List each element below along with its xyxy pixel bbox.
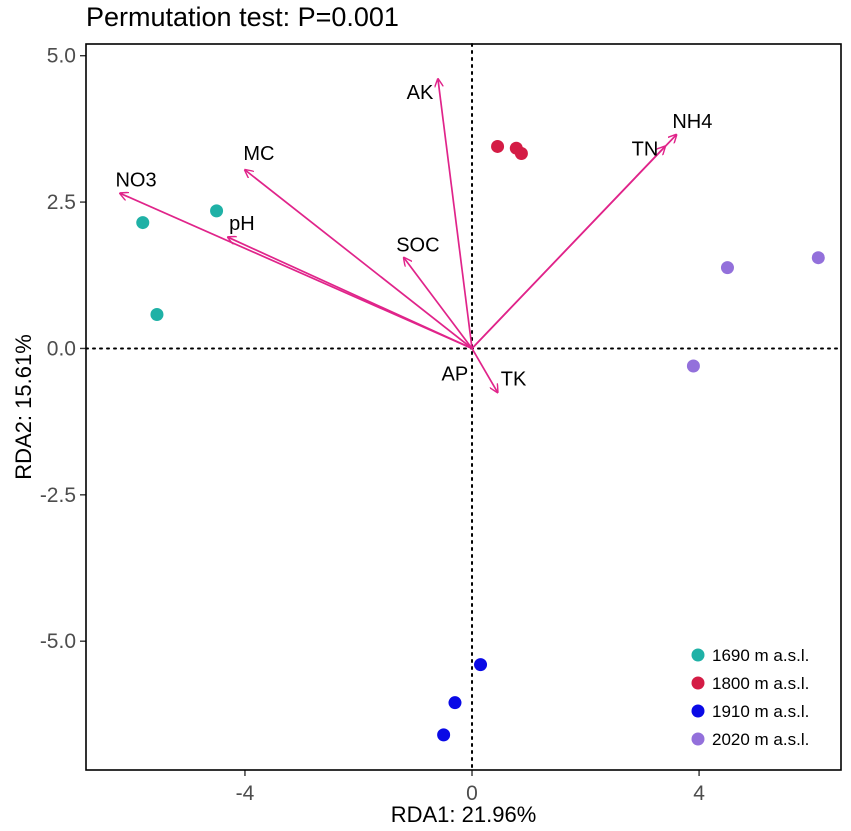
plot-frame: [85, 43, 842, 771]
vector-arrow-ph: [228, 237, 473, 350]
vector-label-ph: pH: [229, 213, 255, 235]
legend: 1690 m a.s.l. 1800 m a.s.l. 1910 m a.s.l. 2…: [691, 646, 809, 749]
legend-marker-1: [691, 648, 705, 662]
vector-arrow-tn: [471, 146, 665, 350]
data-point-series-4: [720, 261, 734, 275]
vector-label-ap: AP: [442, 363, 469, 385]
vector-arrow-soc: [404, 258, 473, 349]
data-point-series-1: [150, 307, 164, 321]
legend-label-3: 1910 m a.s.l.: [712, 702, 809, 721]
x-axis-title: RDA1: 21.96%: [391, 802, 537, 827]
vector-arrow-mc: [245, 170, 473, 350]
vector-arrow-tk: [471, 348, 498, 392]
data-point-series-4: [686, 359, 700, 373]
vector-label-soc: SOC: [396, 235, 439, 257]
y-tick-label: -2.5: [40, 484, 76, 507]
data-point-series-3: [437, 728, 451, 742]
y-tick-label: -5.0: [40, 630, 76, 653]
y-tick-label: 5.0: [47, 45, 76, 68]
data-point-series-3: [474, 658, 488, 672]
vector-label-tk: TK: [501, 368, 527, 390]
data-point-series-3: [448, 696, 462, 710]
data-point-series-4: [811, 251, 825, 265]
vector-arrow-ak: [438, 79, 473, 349]
legend-marker-3: [691, 704, 705, 718]
legend-label-1: 1690 m a.s.l.: [712, 646, 809, 665]
y-axis-title: RDA2: 15.61%: [11, 334, 36, 480]
legend-marker-4: [691, 732, 705, 746]
data-point-series-2: [514, 146, 528, 160]
legend-label-2: 1800 m a.s.l.: [712, 674, 809, 693]
legend-marker-2: [691, 676, 705, 690]
data-point-series-1: [136, 216, 150, 230]
vector-label-nh4: NH4: [672, 111, 712, 133]
vector-label-mc: MC: [243, 143, 274, 165]
y-tick-label: 0.0: [47, 337, 76, 360]
data-point-series-1: [210, 204, 224, 218]
x-tick-label: 4: [693, 782, 705, 805]
y-tick-label: 2.5: [47, 191, 76, 214]
vector-label-ak: AK: [407, 82, 434, 104]
legend-label-4: 2020 m a.s.l.: [712, 730, 809, 749]
x-tick-label: 0: [466, 782, 478, 805]
data-point-series-2: [491, 139, 505, 153]
vector-label-no3: NO3: [115, 169, 156, 191]
vector-label-tn: TN: [632, 138, 659, 160]
x-tick-label: -4: [236, 782, 255, 805]
chart-title: Permutation test: P=0.001: [86, 2, 399, 32]
